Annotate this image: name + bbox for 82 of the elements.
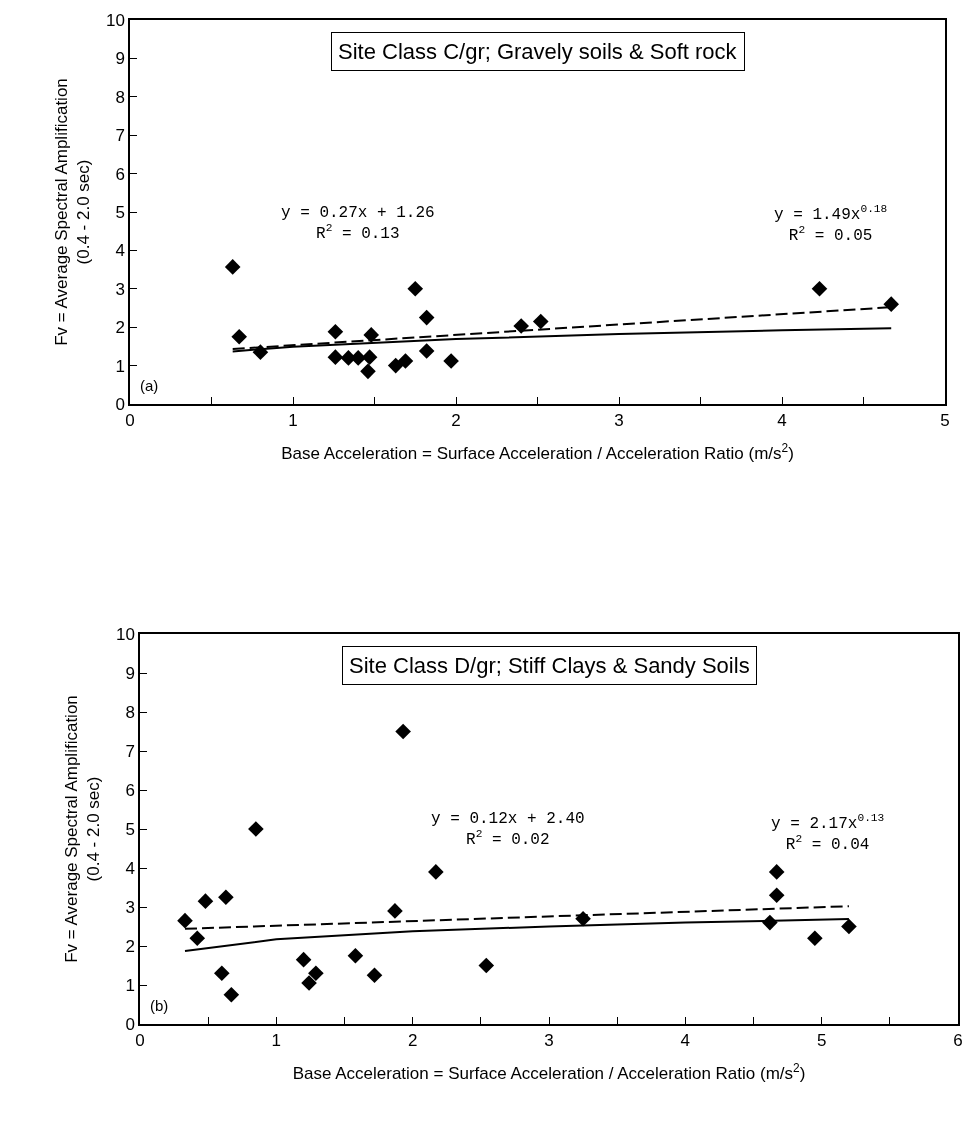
y-tick-label: 3 (125, 897, 135, 917)
point (361, 349, 378, 365)
point (189, 930, 206, 946)
y-tick-label: 1 (125, 975, 135, 995)
y-tick-label: 4 (125, 858, 135, 878)
text: Site Class D/gr; Stiff Clays & Sandy Soils (349, 653, 750, 678)
point (231, 329, 248, 345)
point (428, 864, 444, 880)
y-tick-label: 10 (115, 624, 135, 644)
point (387, 903, 403, 919)
point (387, 357, 404, 374)
x-tick-label: 2 (451, 411, 461, 431)
annotation: y = 0.12x + 2.40 R$^{2}$ = 0.02 (431, 810, 585, 849)
y-tick-label: 8 (125, 702, 135, 722)
x-tick-label: 3 (614, 411, 624, 431)
point (395, 723, 411, 740)
point (443, 353, 459, 369)
point (223, 986, 240, 1003)
y-tick-label: 6 (125, 780, 135, 800)
annotation: y = 0.27x + 1.26 R$^{2}$ = 0.13 (281, 204, 435, 243)
point (363, 327, 380, 343)
point (366, 967, 383, 984)
point (214, 965, 230, 982)
y-tick-label: 9 (125, 663, 135, 683)
y-tick-label: 0 (125, 1014, 135, 1034)
y-tick-label: 0 (115, 394, 125, 414)
point (224, 259, 241, 275)
point (811, 281, 828, 297)
point (177, 912, 193, 929)
x-tick-label: 1 (288, 411, 298, 431)
x-axis-title: Base Acceleration = Surface Acceleration / Acceleration Ratio (m/s$^{2}$) (292, 1060, 806, 1084)
point (407, 281, 424, 297)
text: y = 2.17x$^{0.13}$ R$^{2}$ = 0.04 (771, 812, 885, 854)
y-tick-label: 9 (115, 49, 125, 69)
point (532, 313, 549, 330)
x-axis-title: Base Acceleration = Surface Acceleration / Acceleration Ratio (m/s$^{2}$) (281, 440, 794, 464)
y-tick-label: 7 (125, 741, 135, 761)
y-tick-label: 2 (115, 318, 125, 338)
x-tick-label: 4 (680, 1031, 691, 1051)
point (478, 957, 495, 974)
y-axis-title: Fv = Average Spectral Amplification (0.4 - 2.0 sec) (51, 78, 93, 346)
text: y = 1.49x$^{0.18}$ R$^{2}$ = 0.05 (774, 203, 888, 245)
x-tick-label: 5 (816, 1031, 827, 1051)
point (347, 947, 364, 964)
point (807, 930, 823, 946)
point (418, 343, 435, 359)
point (327, 349, 344, 365)
y-tick-label: 3 (115, 279, 125, 299)
point (513, 318, 529, 334)
x-tick-label: 3 (544, 1031, 554, 1051)
point (301, 975, 317, 991)
y-tick-label: 4 (115, 241, 125, 261)
point (295, 951, 312, 968)
point (397, 353, 414, 369)
point (841, 918, 857, 935)
point (418, 309, 435, 326)
annotation: (a) (140, 377, 159, 394)
y-tick-label: 1 (115, 356, 125, 376)
y-tick-label: 6 (115, 164, 125, 184)
text: Site Class C/gr; Gravely soils & Soft rock (338, 39, 738, 64)
x-tick-label: 4 (777, 411, 787, 431)
point (308, 965, 324, 982)
annotation: (b) (150, 997, 169, 1014)
point (768, 887, 785, 904)
x-tick-label: 5 (940, 411, 950, 431)
y-axis-title: Fv = Average Spectral Amplification (0.4 - 2.0 sec) (61, 695, 103, 963)
x-tick-label: 2 (407, 1031, 418, 1051)
x-tick-label: 1 (271, 1031, 282, 1051)
y-tick-label: 10 (105, 10, 125, 30)
point (248, 821, 264, 837)
y-tick-label: 7 (115, 126, 125, 146)
point (768, 864, 785, 880)
y-tick-label: 2 (125, 936, 135, 956)
y-tick-label: 8 (115, 87, 125, 107)
y-tick-label: 5 (115, 202, 125, 222)
x-tick-label: 6 (953, 1031, 963, 1051)
point (883, 296, 900, 312)
point (197, 893, 214, 909)
point (360, 363, 376, 380)
point (218, 889, 234, 906)
point (327, 324, 344, 340)
y-tick-label: 5 (125, 819, 135, 839)
